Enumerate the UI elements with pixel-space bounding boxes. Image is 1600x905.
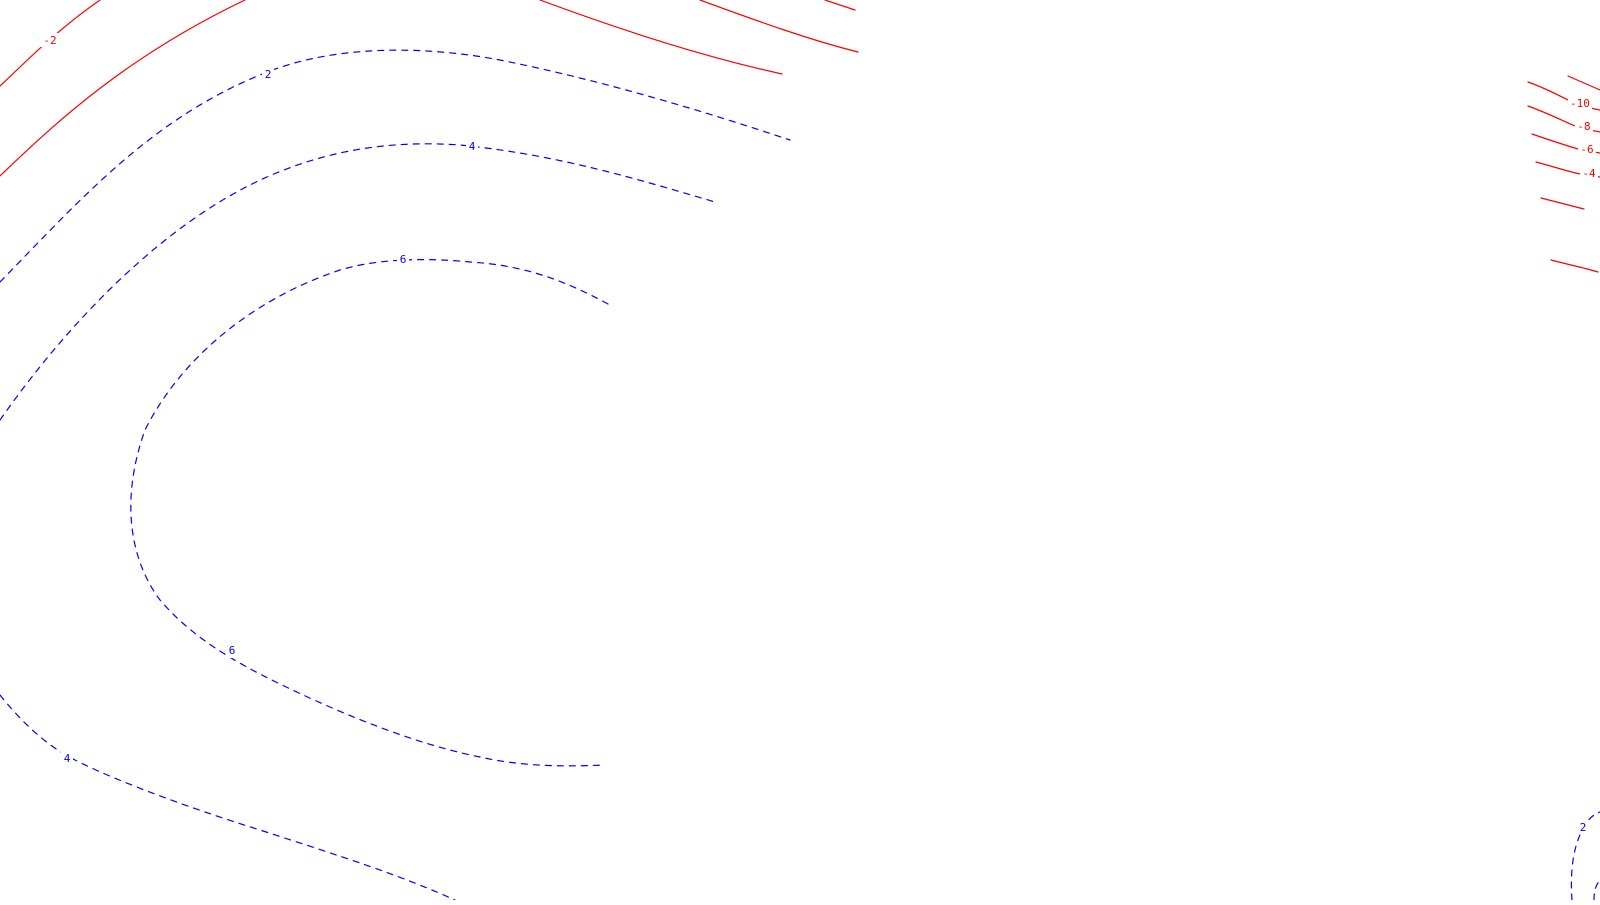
contour-label-pos-6-lower: 6 [229, 644, 236, 657]
label-mask [226, 644, 238, 658]
contour-line-pos-4-upper [0, 143, 716, 421]
contour-label-pos-2-corner: 2 [1580, 821, 1587, 834]
contour-line-neg-right-6 [1531, 133, 1579, 150]
label-mask [40, 33, 58, 47]
contour-line-neg-top-1 [539, 0, 783, 75]
contour-label-neg-2: -2 [43, 34, 56, 47]
contour-label-neg-6: -6 [1580, 143, 1593, 156]
contour-label-pos-6-upper: 6 [400, 253, 407, 266]
contour-line-neg-2-outer [0, 0, 101, 87]
contour-line-neg-2-inner [0, 0, 246, 177]
contour-line-neg-top-3 [824, 0, 856, 11]
label-mask [1575, 120, 1593, 134]
contour-label-neg-8: -8 [1577, 120, 1590, 133]
contour-line-pos-2-corner-inner [1593, 879, 1600, 901]
contour-line-neg-right-2 [1540, 197, 1585, 210]
contour-line-pos-4-lower [0, 694, 456, 901]
contour-label-pos-4-upper: 4 [469, 140, 476, 153]
contour-label-pos-2-upper: 2 [265, 68, 272, 81]
contour-line-neg-right-8 [1527, 105, 1576, 127]
contour-line-neg-right-0 [1550, 259, 1599, 273]
contour-label-pos-4-lower: 4 [64, 752, 71, 765]
contour-line-neg-right-10a [1567, 75, 1600, 91]
label-mask [61, 751, 73, 765]
label-mask [1577, 820, 1589, 834]
label-mask [1578, 142, 1596, 156]
contour-line-neg-right-10b [1527, 81, 1569, 101]
contour-line-pos-2 [0, 49, 791, 283]
contour-line-pos-6 [130, 259, 609, 767]
label-mask [397, 252, 409, 266]
label-mask [262, 67, 274, 81]
label-mask [1580, 166, 1598, 180]
contour-label-neg-4: -4 [1582, 167, 1596, 180]
contour-line-neg-right-4 [1535, 161, 1581, 175]
contour-label-neg-10: -10 [1570, 97, 1590, 110]
label-mask [1568, 97, 1592, 111]
contour-line-neg-top-2 [699, 0, 859, 53]
label-mask [466, 140, 478, 154]
